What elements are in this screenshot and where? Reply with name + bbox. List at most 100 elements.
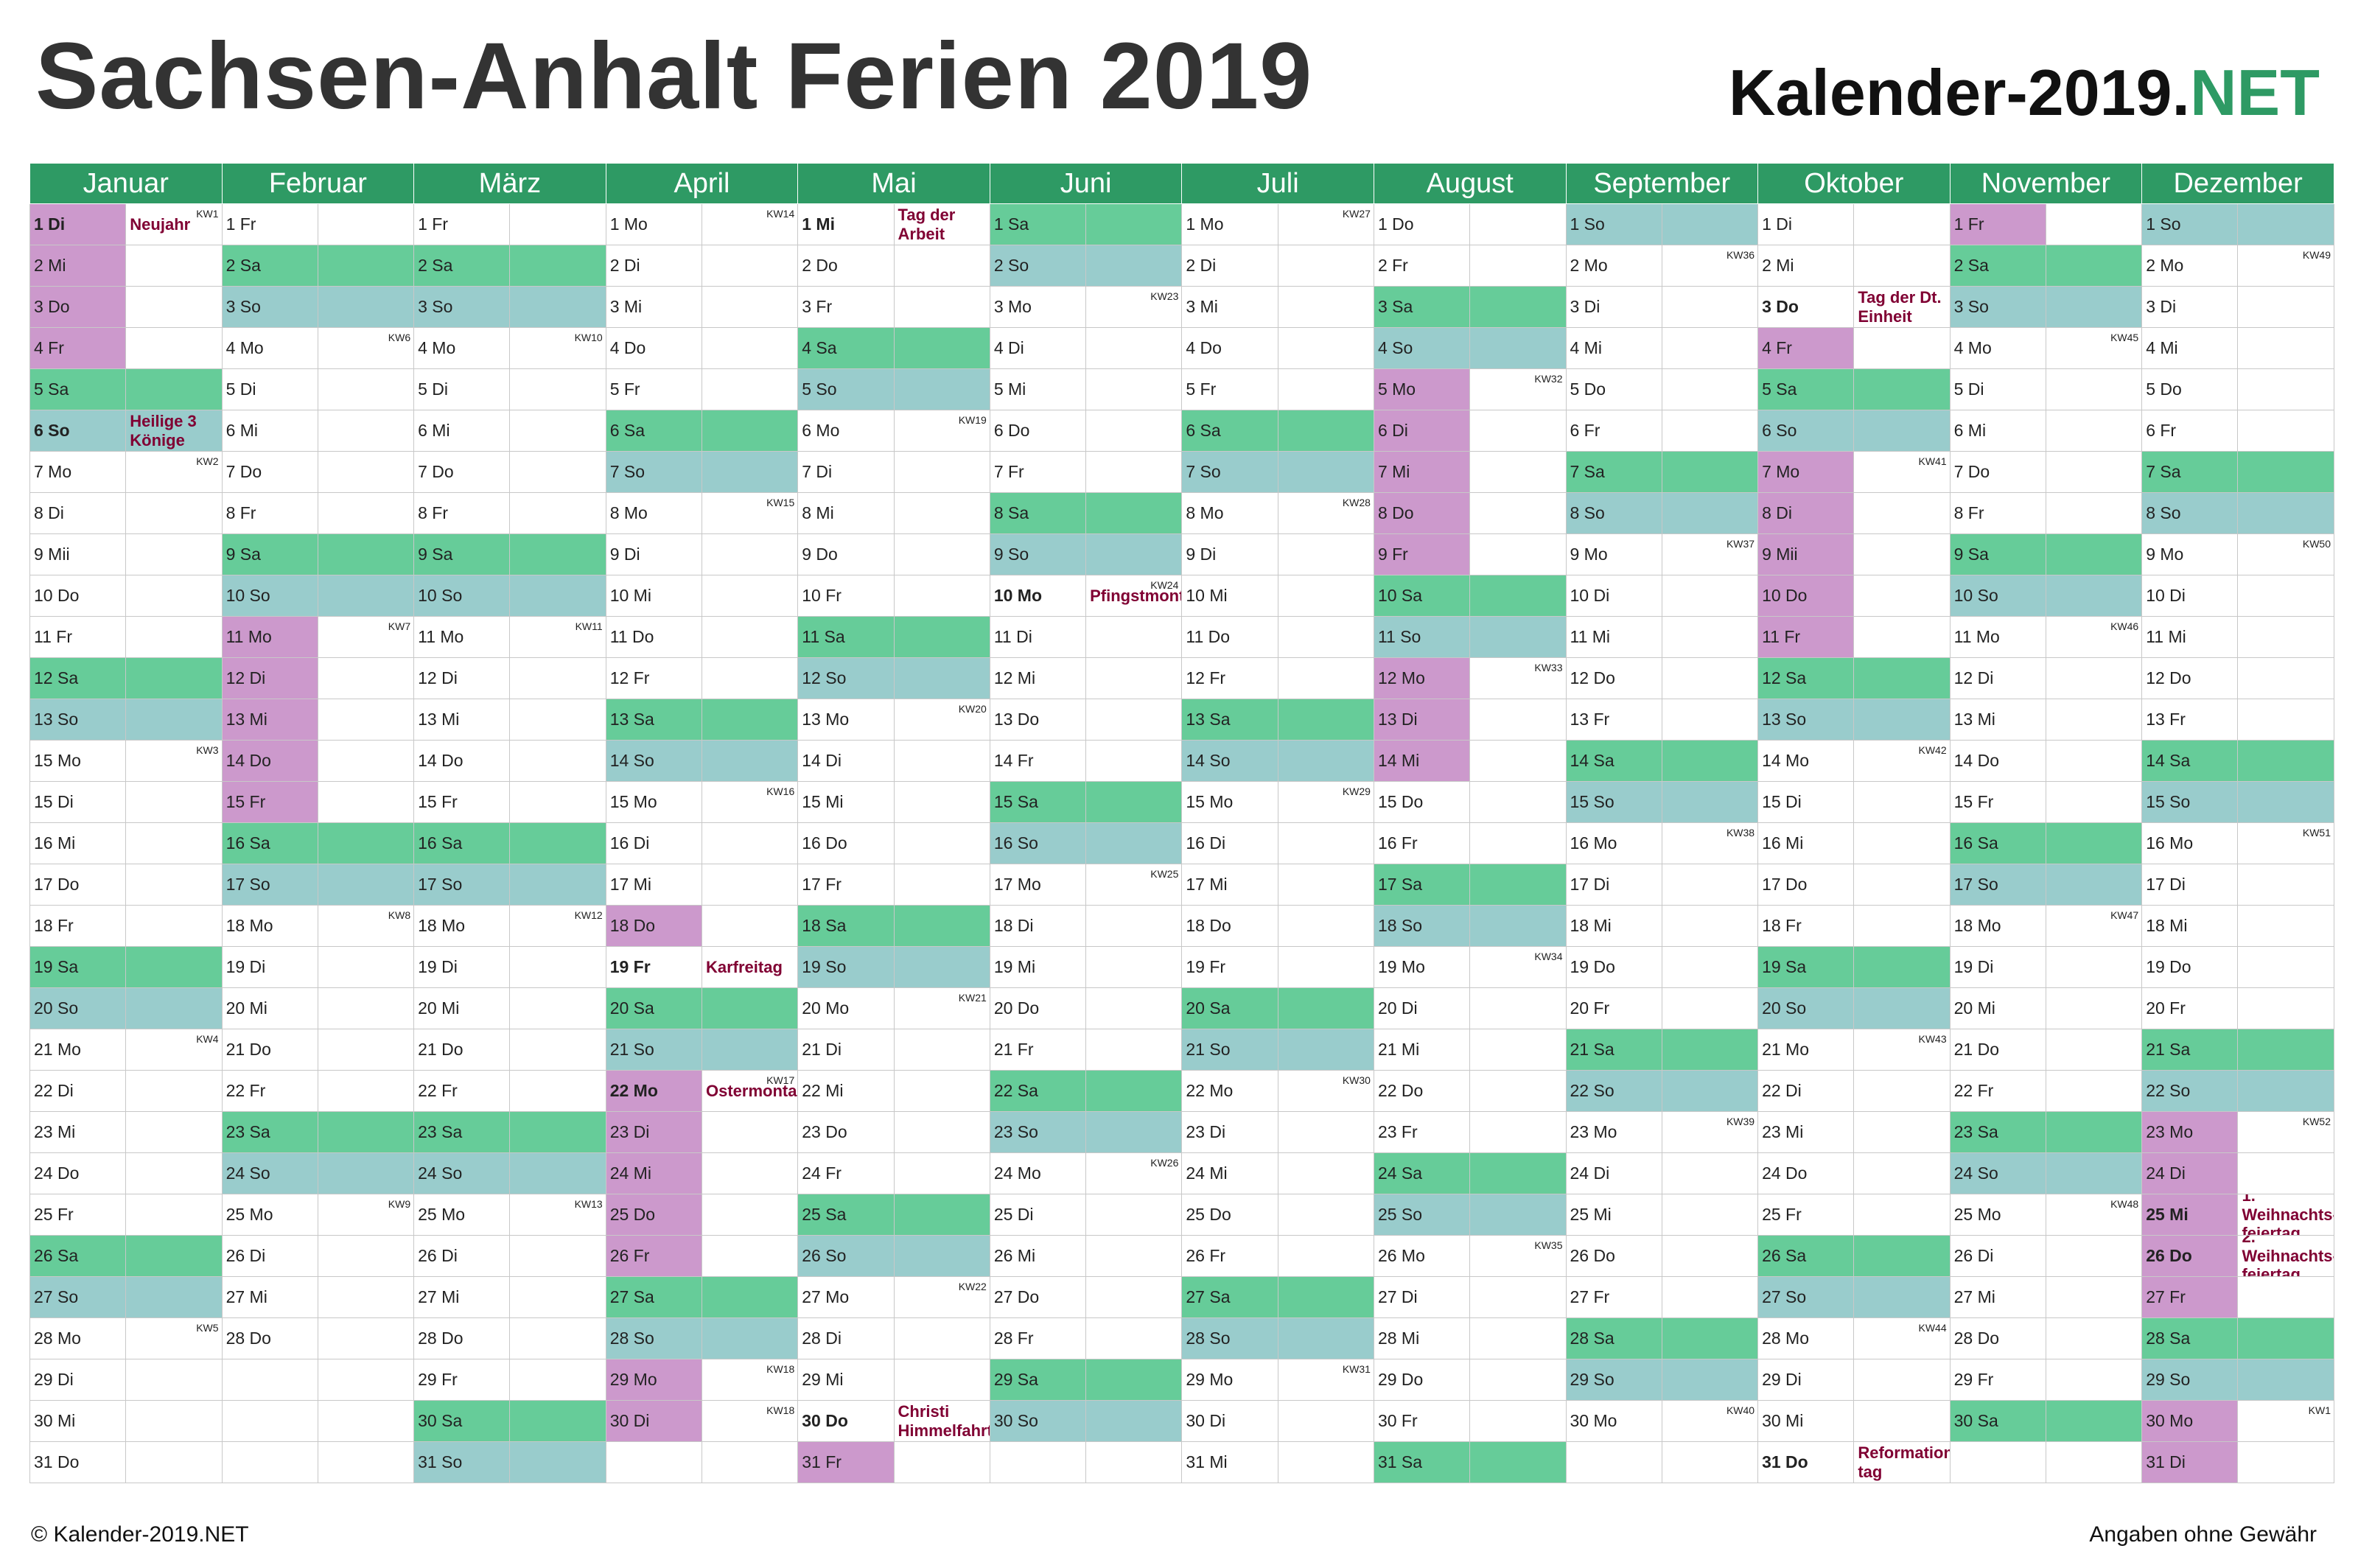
day-note-cell — [1085, 1194, 1183, 1236]
day-note-cell: KW10 — [509, 327, 606, 369]
day-cell: 17 Sa — [1373, 864, 1471, 906]
day-cell: 20 Fr — [2141, 987, 2239, 1029]
day-cell: 22 Sa — [989, 1070, 1087, 1112]
day-cell: 18 Fr — [1757, 905, 1855, 947]
day-note-cell — [893, 905, 990, 947]
day-note-cell: KW13 — [509, 1194, 606, 1236]
day-cell: 7 Do — [413, 451, 511, 493]
day-cell: 5 Mi — [989, 368, 1087, 410]
holiday-name: 2. Weihnachts-feiertag — [2242, 1235, 2334, 1277]
day-note-cell: KW28 — [1277, 492, 1374, 534]
holiday-name: Christi Himmelfahrt — [898, 1401, 990, 1440]
day-cell: 2 Mi — [1757, 245, 1855, 287]
day-note-cell: KW25 — [1085, 864, 1183, 906]
day-note-cell — [2045, 822, 2143, 864]
day-note-cell — [1469, 533, 1567, 575]
day-cell: 30 So — [989, 1400, 1087, 1442]
day-cell: 6 Sa — [605, 410, 702, 452]
day-note-cell — [1661, 946, 1759, 988]
day-cell: 20 Sa — [1181, 987, 1278, 1029]
week-number: KW10 — [574, 332, 603, 343]
day-note-cell — [1469, 781, 1567, 823]
day-note-cell — [1085, 1276, 1183, 1318]
day-cell: 8 Mo — [605, 492, 702, 534]
day-note-cell: Tag der Dt. Einheit — [1853, 286, 1951, 328]
day-cell: 15 Fr — [221, 781, 318, 823]
day-cell: 27 Mo — [797, 1276, 895, 1318]
day-note-cell — [1853, 616, 1951, 658]
day-cell: 17 So — [413, 864, 511, 906]
day-note-cell — [125, 1111, 223, 1153]
day-cell: 30 Mi — [1757, 1400, 1855, 1442]
day-note-cell — [1661, 1070, 1759, 1112]
day-cell: 19 Di — [413, 946, 511, 988]
day-note-cell — [2237, 1359, 2334, 1401]
day-note-cell — [509, 946, 606, 988]
day-cell: 13 Sa — [605, 699, 702, 741]
day-cell: 11 Sa — [797, 616, 895, 658]
day-cell: 23 Do — [797, 1111, 895, 1153]
day-cell: 7 So — [605, 451, 702, 493]
day-note-cell: KW42 — [1853, 740, 1951, 782]
day-cell: 10 Di — [2141, 575, 2239, 617]
day-cell: 28 So — [605, 1317, 702, 1359]
day-note-cell — [893, 740, 990, 782]
empty-cell — [221, 1359, 318, 1401]
day-cell: 19 Sa — [1757, 946, 1855, 988]
day-cell: 1 Di — [1757, 203, 1855, 245]
calendar-row: 27 So 27 Mi 27 Mi 27 Sa 27 Mo KW22 27 Do 27 Sa 2… — [29, 1276, 2334, 1318]
day-note-cell — [317, 987, 415, 1029]
day-cell: 23 Sa — [221, 1111, 318, 1153]
day-note-cell — [125, 327, 223, 369]
day-cell: 3 Mi — [1181, 286, 1278, 328]
day-cell: 26 Di — [1949, 1235, 2046, 1277]
day-cell: 5 Di — [413, 368, 511, 410]
day-note-cell — [509, 451, 606, 493]
day-note-cell — [1085, 781, 1183, 823]
day-note-cell — [701, 1111, 799, 1153]
day-note-cell: KW31 — [1277, 1359, 1374, 1401]
day-cell: 21 Do — [413, 1029, 511, 1071]
day-note-cell — [1277, 410, 1374, 452]
day-cell: 7 Fr — [989, 451, 1087, 493]
day-cell: 4 Mi — [1565, 327, 1662, 369]
day-note-cell — [1277, 1111, 1374, 1153]
calendar-row: 2 Mi 2 Sa 2 Sa 2 Di 2 Do 2 So 2 Di 2 Fr 2 Mo KW36… — [29, 245, 2334, 287]
day-cell: 23 Sa — [413, 1111, 511, 1153]
day-cell: 11 Mo — [413, 616, 511, 658]
day-note-cell — [1469, 987, 1567, 1029]
day-cell: 11 Fr — [29, 616, 127, 658]
day-cell: 8 Di — [29, 492, 127, 534]
month-header: März — [413, 164, 606, 204]
day-cell: 10 Do — [1757, 575, 1855, 617]
day-note-cell — [1853, 699, 1951, 741]
day-cell: 11 Mo — [221, 616, 318, 658]
day-cell: 24 Do — [1757, 1152, 1855, 1194]
week-number: KW28 — [1342, 497, 1371, 508]
day-note-cell — [1661, 1276, 1759, 1318]
day-note-cell — [893, 1441, 990, 1483]
day-note-cell — [509, 1070, 606, 1112]
calendar-row: 21 Mo KW4 21 Do 21 Do 21 So 21 Di 21 Fr 21 So 21… — [29, 1029, 2334, 1071]
day-cell: 15 So — [2141, 781, 2239, 823]
day-note-cell: KW43 — [1853, 1029, 1951, 1071]
day-cell: 7 Mo — [29, 451, 127, 493]
day-note-cell — [701, 864, 799, 906]
day-cell: 14 Mi — [1373, 740, 1471, 782]
day-cell: 22 Mo — [605, 1070, 702, 1112]
day-note-cell — [1853, 657, 1951, 699]
day-note-cell — [2237, 740, 2334, 782]
day-cell: 10 So — [221, 575, 318, 617]
week-number: KW13 — [574, 1198, 603, 1210]
day-note-cell — [2045, 533, 2143, 575]
calendar-row: 23 Mi 23 Sa 23 Sa 23 Di 23 Do 23 So 23 Di 23 Fr… — [29, 1111, 2334, 1153]
day-cell: 16 Fr — [1373, 822, 1471, 864]
day-note-cell — [1853, 245, 1951, 287]
day-cell: 15 Fr — [1949, 781, 2046, 823]
day-note-cell — [1085, 1070, 1183, 1112]
day-note-cell — [125, 657, 223, 699]
day-cell: 24 Mo — [989, 1152, 1087, 1194]
day-note-cell — [893, 822, 990, 864]
day-cell: 7 Do — [221, 451, 318, 493]
day-cell: 30 Fr — [1373, 1400, 1471, 1442]
